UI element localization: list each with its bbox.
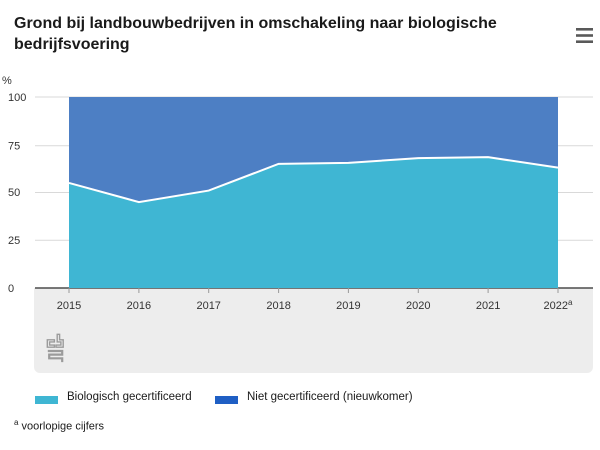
svg-text:2015: 2015	[57, 300, 81, 312]
svg-text:0: 0	[8, 283, 14, 295]
svg-text:2020: 2020	[406, 300, 430, 312]
svg-text:2019: 2019	[336, 300, 360, 312]
svg-text:2016: 2016	[127, 300, 151, 312]
svg-text:50: 50	[8, 187, 20, 199]
svg-text:25: 25	[8, 235, 20, 247]
svg-text:2022a: 2022a	[544, 298, 573, 313]
svg-text:100: 100	[8, 92, 26, 104]
svg-text:2018: 2018	[266, 300, 290, 312]
svg-text:75: 75	[8, 141, 20, 153]
svg-text:2017: 2017	[196, 300, 220, 312]
svg-text:2021: 2021	[476, 300, 500, 312]
